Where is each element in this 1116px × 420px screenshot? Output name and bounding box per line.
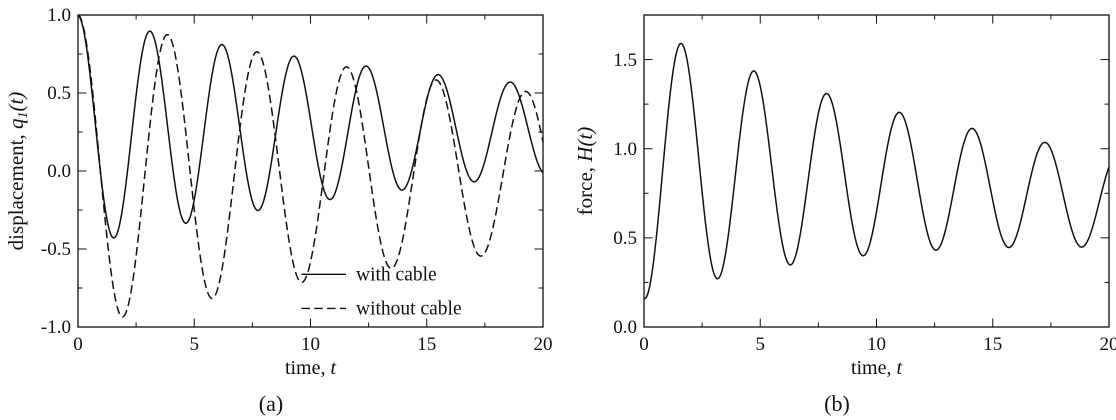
- svg-text:5: 5: [190, 334, 200, 355]
- svg-text:5: 5: [756, 334, 766, 355]
- svg-text:(b): (b): [824, 391, 850, 416]
- svg-text:(a): (a): [259, 391, 283, 416]
- svg-text:15: 15: [983, 334, 1002, 355]
- svg-text:20: 20: [534, 334, 553, 355]
- svg-text:10: 10: [301, 334, 320, 355]
- svg-text:with cable: with cable: [356, 265, 437, 286]
- svg-text:force, H(t): force, H(t): [573, 127, 597, 216]
- svg-text:15: 15: [417, 334, 436, 355]
- svg-text:0: 0: [639, 334, 649, 355]
- svg-text:1.0: 1.0: [47, 5, 71, 26]
- svg-text:0.0: 0.0: [47, 161, 71, 182]
- svg-text:10: 10: [867, 334, 886, 355]
- svg-text:20: 20: [1100, 334, 1116, 355]
- svg-text:without cable: without cable: [356, 299, 462, 320]
- svg-text:0.5: 0.5: [613, 228, 637, 249]
- svg-text:1.0: 1.0: [613, 139, 637, 160]
- svg-text:0: 0: [73, 334, 83, 355]
- svg-text:0.5: 0.5: [47, 83, 71, 104]
- svg-text:-1.0: -1.0: [41, 317, 71, 338]
- svg-text:time, t: time, t: [285, 357, 337, 379]
- svg-text:1.5: 1.5: [613, 50, 637, 71]
- svg-text:time, t: time, t: [851, 357, 903, 379]
- svg-text:0.0: 0.0: [613, 317, 637, 338]
- svg-text:-0.5: -0.5: [41, 239, 71, 260]
